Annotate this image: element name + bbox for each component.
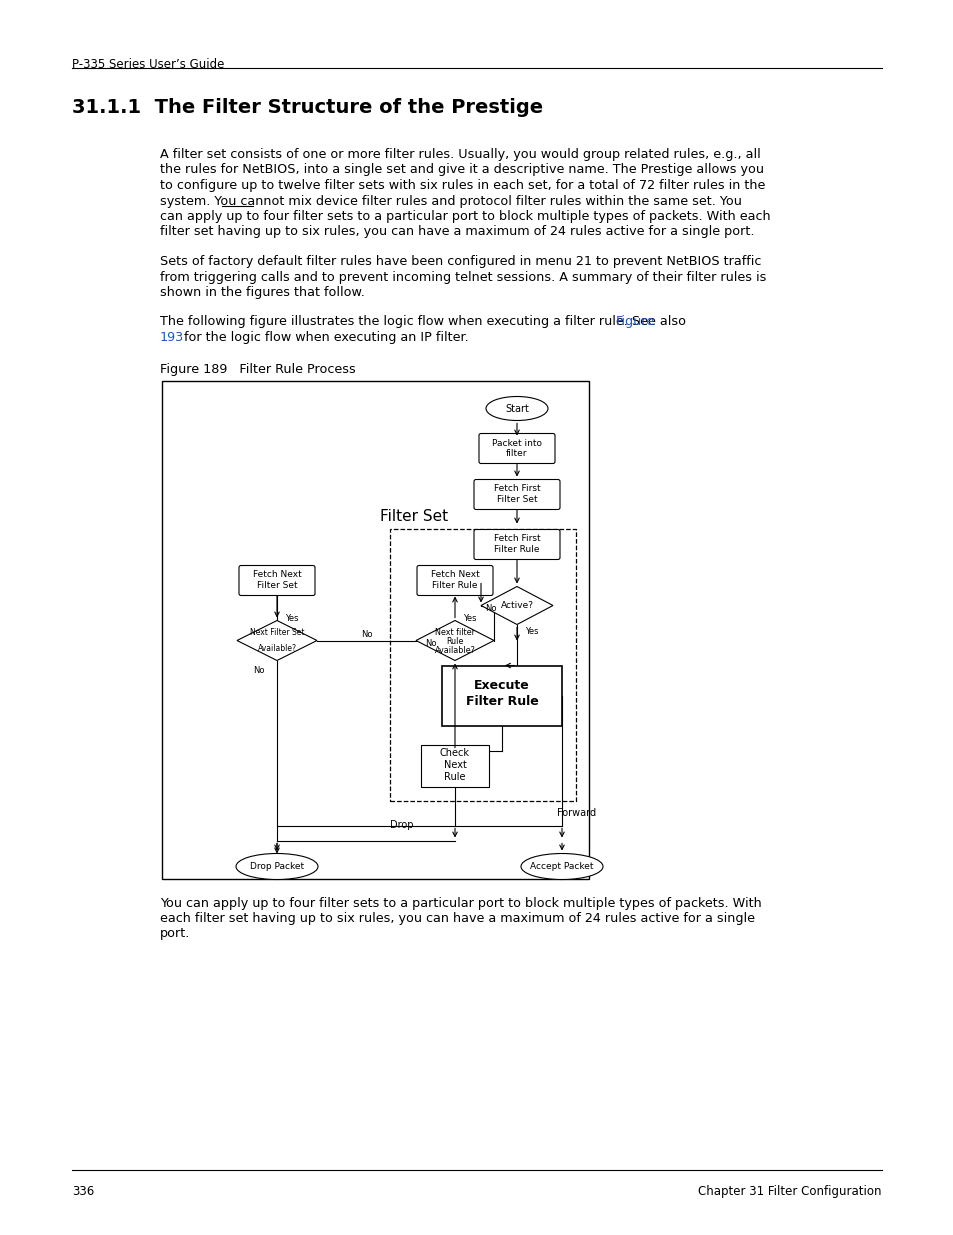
Text: Filter Set: Filter Set [497,495,537,504]
Text: Check: Check [439,748,470,758]
Text: You can apply up to four filter sets to a particular port to block multiple type: You can apply up to four filter sets to … [160,897,760,909]
Text: Next: Next [443,761,466,771]
Text: Sets of factory default filter rules have been configured in menu 21 to prevent : Sets of factory default filter rules hav… [160,254,760,268]
Text: Yes: Yes [462,614,476,622]
Text: Available?: Available? [257,643,296,653]
Text: Filter Rule: Filter Rule [494,545,539,555]
Bar [162,380,588,878]
Text: Fetch Next: Fetch Next [430,571,478,579]
Text: No: No [253,666,265,676]
Text: Drop: Drop [390,820,414,830]
Text: No: No [485,604,497,613]
Text: 193: 193 [160,331,184,345]
Bar [390,529,576,800]
FancyBboxPatch shape [239,566,314,595]
FancyBboxPatch shape [474,530,559,559]
Text: Filter Rule: Filter Rule [432,580,477,590]
Text: to configure up to twelve filter sets with six rules in each set, for a total of: to configure up to twelve filter sets wi… [160,179,764,191]
Text: No: No [360,630,372,638]
Ellipse shape [485,396,547,420]
Text: filter set having up to six rules, you can have a maximum of 24 rules active for: filter set having up to six rules, you c… [160,226,754,238]
Text: No: No [425,638,436,648]
Text: Drop Packet: Drop Packet [250,862,304,871]
Text: filter: filter [506,450,527,458]
Polygon shape [236,620,316,661]
Text: Yes: Yes [285,614,298,622]
Text: port.: port. [160,927,191,941]
Text: Figure 189   Filter Rule Process: Figure 189 Filter Rule Process [160,363,355,375]
Bar [441,666,561,725]
Bar [420,745,489,787]
Text: can apply up to four filter sets to a particular port to block multiple types of: can apply up to four filter sets to a pa… [160,210,770,224]
Text: for the logic flow when executing an IP filter.: for the logic flow when executing an IP … [175,331,468,345]
Text: Filter Rule: Filter Rule [465,695,537,708]
Text: Filter Set: Filter Set [379,509,448,524]
Text: The following figure illustrates the logic flow when executing a filter rule. Se: The following figure illustrates the log… [160,315,693,329]
Text: each filter set having up to six rules, you can have a maximum of 24 rules activ: each filter set having up to six rules, … [160,911,754,925]
Text: Fetch Next: Fetch Next [253,571,301,579]
Text: A filter set consists of one or more filter rules. Usually, you would group rela: A filter set consists of one or more fil… [160,148,760,161]
Text: Packet into: Packet into [492,438,541,448]
Text: Available?: Available? [435,646,475,655]
Text: the rules for NetBIOS, into a single set and give it a descriptive name. The Pre: the rules for NetBIOS, into a single set… [160,163,763,177]
Text: 31.1.1  The Filter Structure of the Prestige: 31.1.1 The Filter Structure of the Prest… [71,98,542,117]
Text: Accept Packet: Accept Packet [530,862,593,871]
Text: shown in the figures that follow.: shown in the figures that follow. [160,287,364,299]
Text: P-335 Series User’s Guide: P-335 Series User’s Guide [71,58,224,70]
Text: Fetch First: Fetch First [493,534,539,543]
Text: Filter Set: Filter Set [256,580,297,590]
Text: Execute: Execute [474,679,529,692]
Text: from triggering calls and to prevent incoming telnet sessions. A summary of thei: from triggering calls and to prevent inc… [160,270,765,284]
Text: Figure: Figure [616,315,655,329]
FancyBboxPatch shape [416,566,493,595]
Text: Fetch First: Fetch First [493,484,539,493]
FancyBboxPatch shape [478,433,555,463]
FancyBboxPatch shape [474,479,559,510]
Text: Start: Start [504,404,528,414]
Text: Next Filter Set: Next Filter Set [250,629,304,637]
Text: Forward: Forward [557,808,596,818]
Text: system. You cannot mix device filter rules and protocol filter rules within the : system. You cannot mix device filter rul… [160,194,741,207]
Ellipse shape [520,853,602,879]
Text: 336: 336 [71,1186,94,1198]
Text: Rule: Rule [444,773,465,783]
Text: Next filter: Next filter [435,629,475,637]
Polygon shape [480,587,553,625]
Text: Chapter 31 Filter Configuration: Chapter 31 Filter Configuration [698,1186,882,1198]
Ellipse shape [235,853,317,879]
Text: Yes: Yes [524,627,537,636]
Text: Active?: Active? [500,601,533,610]
Text: Rule: Rule [446,637,463,646]
Polygon shape [416,620,494,661]
